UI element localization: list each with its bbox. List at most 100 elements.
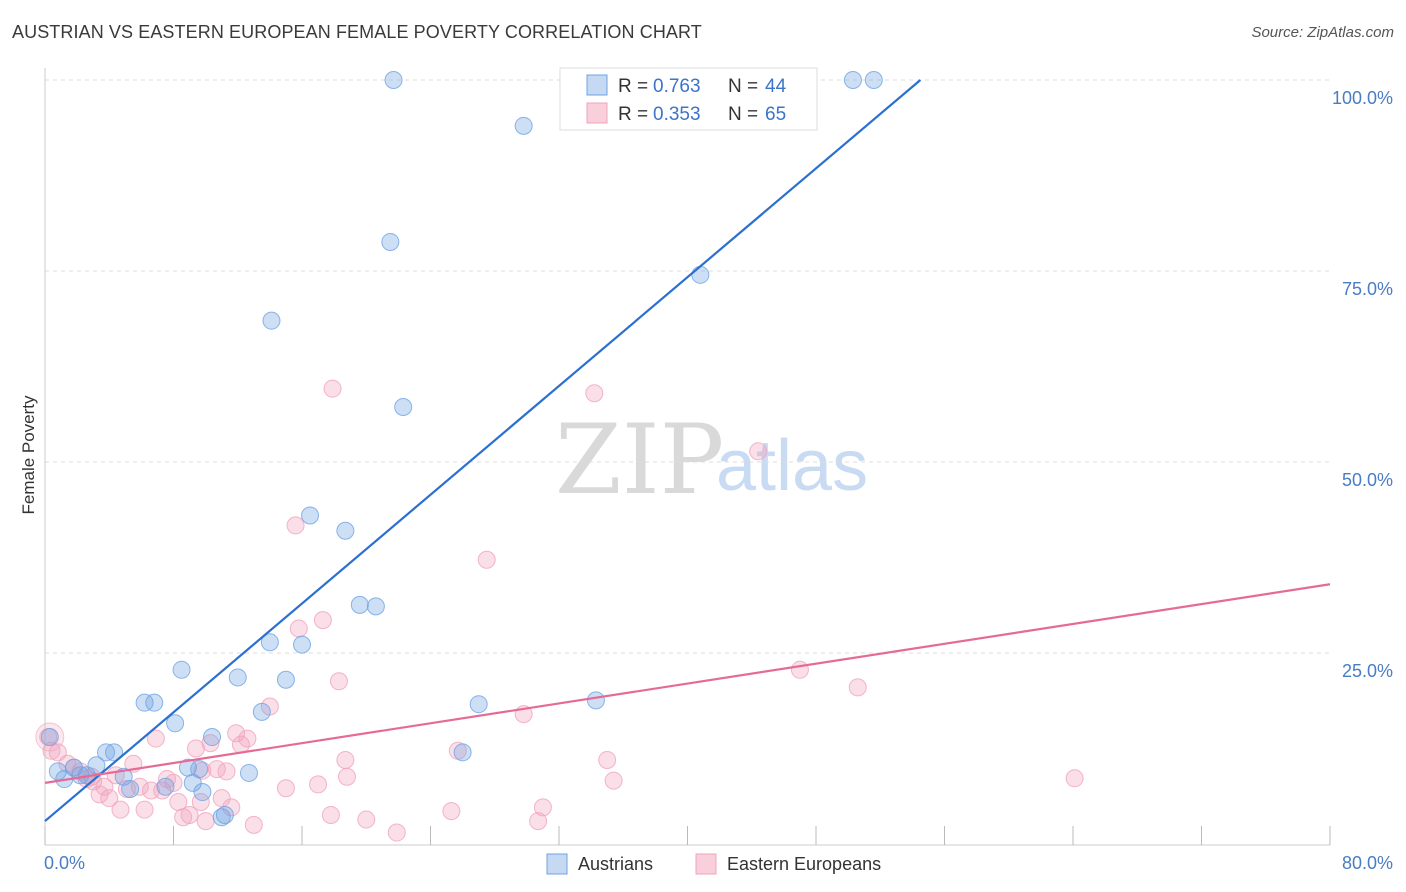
legend-bottom-swatch-eastern [695, 853, 717, 875]
eastern-europeans-point-58 [604, 771, 623, 790]
austrians-point-28 [293, 635, 311, 654]
eastern-europeans-point-35 [238, 729, 257, 748]
legend-swatch-austrians [586, 74, 608, 96]
legend-bottom-label-eastern: Eastern Europeans [727, 854, 881, 874]
austrians-point-41 [843, 71, 862, 89]
chart-source: Source: ZipAtlas.com [1251, 24, 1394, 41]
eastern-europeans-point-43 [321, 805, 340, 824]
austrians-point-21 [212, 808, 231, 827]
austrians-point-22 [228, 668, 247, 687]
eastern-europeans-point-52 [477, 550, 496, 569]
trendlines [44, 79, 1331, 822]
eastern-europeans-point-31 [217, 762, 236, 781]
austrians-point-34 [384, 71, 403, 89]
austrians-point-31 [350, 595, 369, 614]
eastern-europeans-point-44 [323, 379, 342, 398]
eastern-europeans-point-42 [313, 611, 332, 630]
eastern-europeans-point-36 [244, 815, 263, 834]
eastern-europeans-point-9 [95, 777, 114, 796]
eastern-europeans-point-38 [276, 779, 295, 798]
eastern-europeans-point-18 [146, 729, 165, 748]
austrians-point-32 [366, 597, 385, 616]
eastern-europeans-point-45 [329, 672, 348, 691]
eastern-europeans-point-61 [848, 678, 867, 697]
eastern-europeans-point-2 [48, 743, 67, 762]
eastern-europeans-point-24 [180, 805, 199, 824]
legend-bottom-label-austrians: Austrians [578, 854, 653, 874]
austrians-point-35 [394, 397, 413, 416]
legend-r-label-1: R = [618, 76, 648, 97]
austrians-point-29 [301, 506, 320, 525]
legend-r-value-2: 0.353 [653, 104, 701, 125]
legend-r-value-1: 0.763 [653, 76, 701, 97]
austrians-trendline [44, 79, 922, 822]
austrians-point-14 [166, 714, 185, 733]
x-tick-label-min: 0.0% [44, 853, 85, 873]
eastern-europeans-point-40 [289, 619, 308, 638]
eastern-europeans-point-59 [749, 442, 768, 461]
austrians-point-26 [262, 311, 281, 330]
austrians-point-33 [381, 232, 400, 251]
eastern-europeans-point-57 [598, 750, 617, 769]
eastern-europeans-point-41 [309, 775, 328, 794]
y-tick-label-2: 75.0% [1342, 279, 1393, 299]
eastern-europeans-point-47 [337, 767, 356, 786]
austrians-point-42 [864, 71, 883, 89]
eastern-europeans-point-39 [286, 516, 305, 535]
austrians-point-13 [156, 777, 175, 796]
austrians-point-11 [135, 693, 154, 712]
austrians-point-8 [105, 743, 124, 762]
austrians-point-15 [172, 660, 191, 679]
austrians-point-27 [276, 670, 295, 689]
austrians-point-37 [469, 695, 488, 714]
eastern-europeans-trendline [44, 583, 1331, 784]
y-tick-label-1: 50.0% [1342, 470, 1393, 490]
austrians-point-0 [40, 728, 59, 747]
austrians-point-19 [193, 783, 212, 802]
legend-bottom-swatch-austrians [546, 853, 568, 875]
eastern-europeans-point-49 [387, 823, 406, 842]
watermark-atlas: atlas [716, 426, 868, 506]
eastern-europeans-point-10 [100, 789, 119, 808]
eastern-europeans-point-56 [585, 384, 604, 403]
eastern-europeans-point-46 [336, 750, 355, 769]
eastern-europeans-point-28 [201, 734, 220, 753]
x-tick-label-max: 80.0% [1342, 853, 1393, 873]
eastern-europeans-point-cluster [35, 722, 65, 752]
austrians-point-23 [239, 763, 258, 782]
y-axis-label: Female Poverty [19, 395, 38, 515]
legend-top: R = 0.763 N = 44 R = 0.353 N = 65 [559, 67, 818, 131]
eastern-europeans-point-48 [357, 810, 376, 829]
watermark-zip: ZIP [555, 404, 724, 516]
austrians-point-10 [121, 779, 140, 798]
eastern-europeans-point-50 [442, 802, 461, 821]
y-tick-label-0: 25.0% [1342, 661, 1393, 681]
gridlines [45, 79, 1330, 654]
legend-bottom: Austrians Eastern Europeans [546, 853, 881, 875]
austrians-point-12 [145, 693, 164, 712]
austrians-point-18 [190, 760, 209, 779]
austrians-point-6 [87, 756, 106, 775]
eastern-europeans-point-27 [196, 812, 215, 831]
austrians-point-39 [586, 691, 605, 710]
legend-r-label-2: R = [618, 104, 648, 125]
eastern-europeans-point-62 [1065, 769, 1084, 788]
eastern-europeans-point-32 [222, 798, 241, 817]
eastern-europeans-point-16 [135, 800, 154, 819]
legend-n-value-2: 65 [765, 104, 786, 125]
legend-swatch-eastern [586, 102, 608, 124]
austrians-point-38 [514, 116, 533, 135]
austrians-point-43 [215, 805, 234, 824]
eastern-europeans-point-33 [227, 724, 246, 743]
eastern-europeans-point-60 [790, 660, 809, 679]
eastern-europeans-point-12 [111, 800, 130, 819]
eastern-europeans-point-55 [533, 798, 552, 817]
eastern-europeans-point-64 [193, 761, 212, 780]
chart-title: AUSTRIAN VS EASTERN EUROPEAN FEMALE POVE… [12, 22, 702, 42]
austrians-point-20 [203, 728, 222, 747]
austrians-point-36 [453, 743, 472, 762]
austrians-points [40, 71, 883, 827]
legend-n-label-1: N = [728, 76, 758, 97]
y-tick-label-3: 100.0% [1332, 88, 1393, 108]
